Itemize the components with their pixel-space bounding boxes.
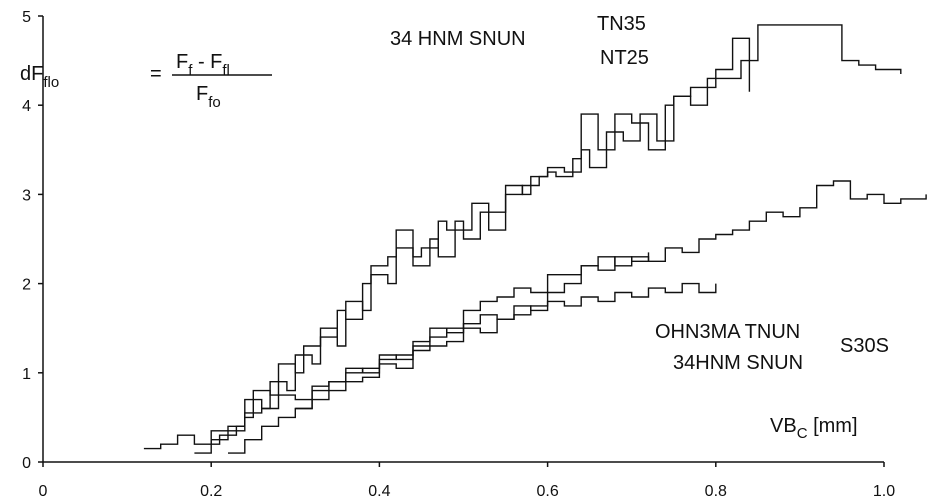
formula-equals: = [150,63,162,85]
formula-den: F [196,83,208,105]
formula-num-b: F [210,51,222,73]
annotation-bottom-line-1: OHN3MA TNUN [655,321,800,343]
formula-numerator: Ff - Ffl [176,51,230,79]
x-tick-label: 0 [39,483,48,500]
y-tick-label: 3 [22,187,31,204]
series-line-lower-3 [228,180,927,454]
x-tick-label: 1.0 [873,483,895,500]
x-tick-label: 0.8 [705,483,727,500]
formula-lhs: dFflo [20,63,59,91]
x-axis-label-main: VB [770,415,797,437]
x-axis-label-sub: C [797,425,808,442]
series-line-upper-0 [194,24,902,454]
annotation-bottom-line-2: 34HNM SNUN [673,352,803,374]
formula-den-sub: fo [208,94,221,111]
x-tick-label: 0.2 [200,483,222,500]
annotation-top-sup-1: TN35 [597,13,646,35]
formula-num-b-sub: fl [222,62,230,79]
series-line-upper-1 [211,37,751,445]
plot-series [143,24,927,454]
formula-num-a: F [176,51,188,73]
x-tick-label: 0.6 [536,483,558,500]
formula-denominator: Ffo [196,83,221,111]
axes: 0 1 2 3 4 5 0 0.2 0.4 0.6 0.8 1.0 [22,9,895,500]
annotation-top-sup-2: NT25 [600,47,649,69]
formula-lhs-sub: flo [43,74,59,91]
x-tick-label: 0.4 [368,483,390,500]
series-line-lower-2 [143,282,717,450]
x-axis-label: VBC [mm] [770,415,858,442]
y-tick-label: 2 [22,277,31,294]
formula-minus: - [192,51,210,73]
y-tick-label: 0 [22,455,31,472]
y-tick-label: 1 [22,366,31,383]
x-axis-label-unit: [mm] [808,415,858,437]
formula-num-a-sub: f [188,62,193,79]
formula-lhs-main: dF [20,63,43,85]
annotation-bottom-sup: S30S [840,335,889,357]
y-tick-label: 5 [22,9,31,26]
annotation-top-label: 34 HNM SNUN [390,28,526,50]
series-line-lower-4 [295,252,650,410]
y-tick-label: 4 [22,98,31,115]
